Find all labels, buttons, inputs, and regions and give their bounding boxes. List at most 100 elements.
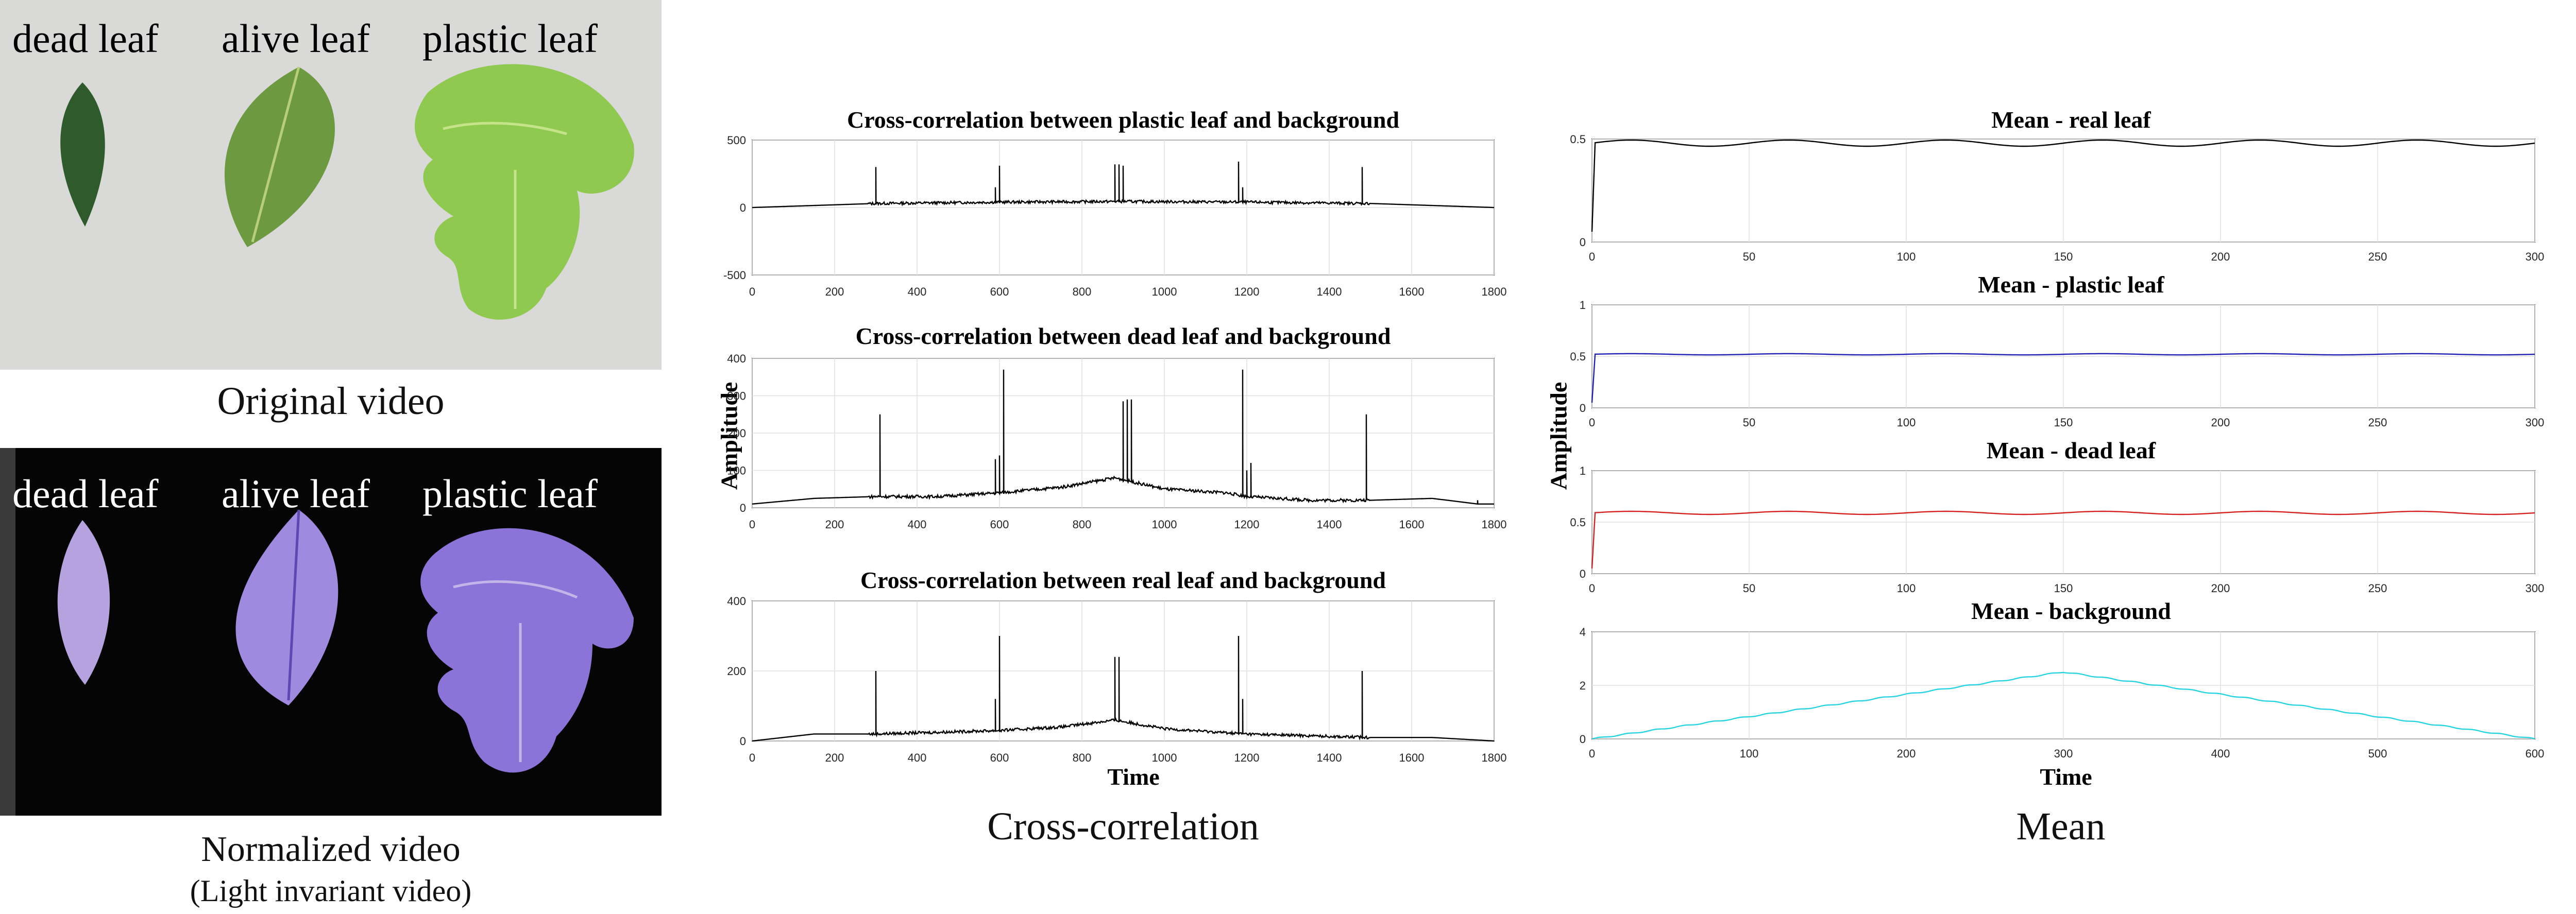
- x-tick-label: 800: [1073, 518, 1092, 531]
- x-tick-label: 600: [2526, 747, 2545, 760]
- x-tick-label: 250: [2368, 250, 2387, 263]
- series-line: [1591, 353, 2535, 403]
- x-tick-label: 100: [1897, 416, 1916, 429]
- x-tick-label: 200: [1897, 747, 1916, 760]
- mean-real-chart: 0 50 100 150 200 250 300 0 0.5: [1570, 133, 2544, 263]
- y-tick-label: 4: [1580, 626, 1586, 639]
- x-tick-label: 300: [2526, 582, 2545, 595]
- x-tick-label: 50: [1743, 582, 1755, 595]
- x-tick-label: 1800: [1482, 751, 1507, 764]
- x-tick-label: 100: [1740, 747, 1759, 760]
- y-tick-label: 0: [1580, 733, 1586, 746]
- y-tick-label: 0.5: [1570, 133, 1586, 146]
- x-tick-label: 0: [1589, 747, 1595, 760]
- x-tick-label: 1200: [1234, 285, 1260, 298]
- x-tick-label: 600: [990, 518, 1009, 531]
- mean-dead-chart: 0 50 100 150 200 250 300 0 0.5 1: [1570, 464, 2545, 595]
- x-tick-label: 1600: [1399, 285, 1425, 298]
- crosscorr-dead-title: Cross-correlation between dead leaf and …: [855, 323, 1391, 349]
- y-tick-label: 0.5: [1570, 516, 1586, 529]
- y-tick-label: 1: [1580, 464, 1586, 477]
- crosscorr-caption: Cross-correlation: [987, 805, 1259, 848]
- mean-dead-title: Mean - dead leaf: [1986, 437, 2156, 463]
- x-tick-label: 1400: [1317, 518, 1342, 531]
- mean-background-title: Mean - background: [1971, 598, 2171, 624]
- x-tick-label: 400: [908, 751, 927, 764]
- y-tick-label: 300: [727, 390, 746, 403]
- x-tick-label: 50: [1743, 250, 1755, 263]
- mean-background-chart: 0 100 200 300 400 500 600 0 2 4: [1580, 626, 2545, 760]
- x-tick-label: 150: [2054, 250, 2073, 263]
- x-tick-label: 400: [908, 285, 927, 298]
- series-line: [752, 635, 1495, 742]
- x-tick-label: 500: [2368, 747, 2387, 760]
- series-line: [1591, 139, 2535, 232]
- plastic-leaf-normalized: [420, 528, 634, 773]
- series-line: [1591, 671, 2535, 740]
- x-tick-label: 1000: [1152, 285, 1177, 298]
- y-tick-label: 0.5: [1570, 350, 1586, 363]
- crosscorr-x-axis-label: Time: [1107, 764, 1160, 790]
- original-label-alive-leaf: alive leaf: [222, 16, 370, 61]
- normalized-video-caption: Normalized video: [201, 830, 461, 869]
- mean-caption: Mean: [2016, 805, 2106, 848]
- x-tick-label: 250: [2368, 582, 2387, 595]
- y-tick-label: 0: [740, 502, 746, 514]
- y-tick-label: 0: [740, 735, 746, 748]
- x-tick-label: 0: [1589, 250, 1595, 263]
- normalized-label-alive-leaf: alive leaf: [222, 471, 370, 516]
- x-tick-label: 150: [2054, 582, 2073, 595]
- normalized-label-dead-leaf: dead leaf: [12, 471, 159, 516]
- x-tick-label: 200: [2211, 250, 2230, 263]
- x-tick-label: 150: [2054, 416, 2073, 429]
- x-tick-label: 200: [2211, 582, 2230, 595]
- mean-plastic-title: Mean - plastic leaf: [1978, 271, 2164, 298]
- y-tick-label: 200: [727, 427, 746, 440]
- y-tick-label: 0: [1580, 402, 1586, 415]
- y-tick-label: 500: [727, 134, 746, 147]
- x-tick-label: 800: [1073, 751, 1092, 764]
- x-tick-label: 200: [825, 751, 844, 764]
- x-tick-label: 1000: [1152, 518, 1177, 531]
- plastic-leaf-photo: [415, 64, 634, 320]
- x-tick-label: 250: [2368, 416, 2387, 429]
- x-tick-label: 1800: [1482, 518, 1507, 531]
- x-tick-label: 1000: [1152, 751, 1177, 764]
- crosscorr-real-chart: 0 200 400 600 800 1000 1200 1400 1600 1800 0 200 400: [727, 595, 1507, 764]
- x-tick-label: 1400: [1317, 285, 1342, 298]
- series-line: [752, 369, 1494, 505]
- crosscorr-plastic-chart: 0 200 400 600 800 1000 1200 1400 1600 1800-500050…: [723, 134, 1507, 298]
- x-tick-label: 1200: [1234, 751, 1260, 764]
- crosscorr-dead-chart: 0 200 400 600 800 1000 1200 1400 1600 1800 0 100 200…: [727, 352, 1507, 531]
- y-tick-label: 200: [727, 665, 746, 678]
- y-tick-label: 0: [740, 201, 746, 214]
- x-tick-label: 800: [1073, 285, 1092, 298]
- original-label-dead-leaf: dead leaf: [12, 16, 159, 61]
- x-tick-label: 1400: [1317, 751, 1342, 764]
- x-tick-label: 100: [1897, 250, 1916, 263]
- y-tick-label: 400: [727, 352, 746, 365]
- y-tick-label: 2: [1580, 679, 1586, 692]
- series-line: [752, 161, 1495, 209]
- x-tick-label: 0: [749, 285, 755, 298]
- x-tick-label: 1600: [1399, 518, 1425, 531]
- original-video-caption: Original video: [217, 380, 445, 423]
- crosscorr-real-title: Cross-correlation between real leaf and …: [860, 567, 1386, 593]
- x-tick-label: 300: [2526, 416, 2545, 429]
- alive-leaf-photo: [224, 67, 335, 247]
- original-video-photo: dead leaf alive leaf plastic leaf: [0, 0, 662, 370]
- x-tick-label: 1600: [1399, 751, 1425, 764]
- x-tick-label: 0: [749, 518, 755, 531]
- y-tick-label: 400: [727, 595, 746, 608]
- crosscorr-plastic-title: Cross-correlation between plastic leaf a…: [846, 107, 1400, 133]
- x-tick-label: 100: [1897, 582, 1916, 595]
- x-tick-label: 600: [990, 285, 1009, 298]
- y-tick-label: 100: [727, 464, 746, 477]
- y-tick-label: -500: [723, 269, 746, 282]
- normalized-label-plastic-leaf: plastic leaf: [422, 471, 598, 516]
- mean-plastic-chart: 0 50 100 150 200 250 300 0 0.5 1: [1570, 299, 2545, 429]
- y-tick-label: 0: [1580, 567, 1586, 580]
- x-tick-label: 0: [1589, 582, 1595, 595]
- normalized-video-photo: dead leaf alive leaf plastic leaf: [0, 448, 662, 816]
- x-tick-label: 0: [1589, 416, 1595, 429]
